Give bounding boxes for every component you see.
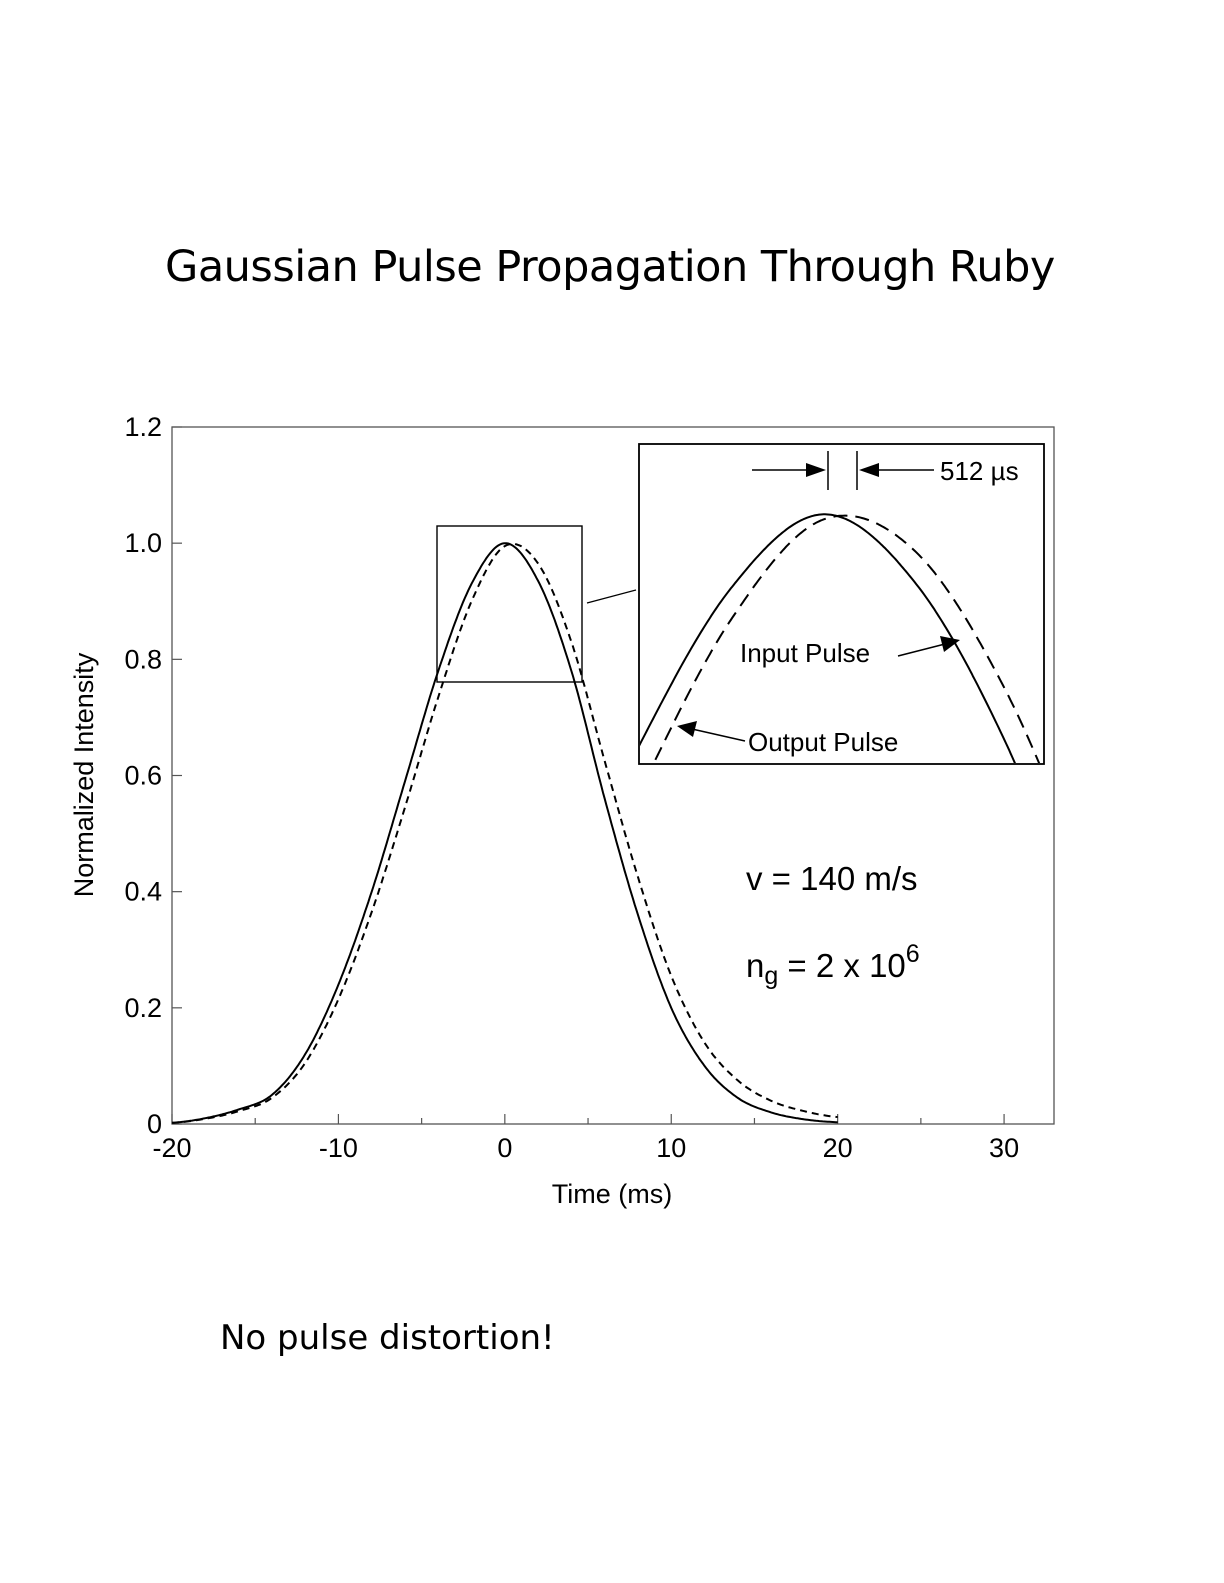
- delay-label: 512 µs: [940, 456, 1019, 486]
- x-tick-label: -10: [319, 1133, 358, 1163]
- y-tick-label: 0.6: [124, 761, 162, 791]
- group-index-subscript: g: [764, 962, 778, 990]
- y-ticks: 0 0.2 0.4 0.6 0.8 1.0 1.2: [124, 412, 182, 1139]
- output-pulse-label: Output Pulse: [748, 727, 898, 757]
- input-pulse-label: Input Pulse: [740, 638, 870, 668]
- group-index-n: n: [746, 947, 764, 984]
- y-tick-label: 0.8: [124, 644, 162, 674]
- x-tick-label: -20: [152, 1133, 191, 1163]
- x-tick-label: 0: [497, 1133, 512, 1163]
- x-tick-label: 10: [656, 1133, 686, 1163]
- output-pulse-pointer-head: [677, 721, 697, 737]
- input-pulse-pointer: [897, 643, 946, 657]
- zoom-region-box: [436, 525, 583, 683]
- y-tick-label: 0.4: [124, 877, 162, 907]
- velocity-annotation: v = 140 m/s: [746, 860, 918, 897]
- output-pulse-line: [171, 542, 838, 1124]
- zoom-connector-line: [586, 589, 637, 604]
- delay-arrowhead-right: [859, 463, 879, 477]
- x-axis-label: Time (ms): [552, 1179, 672, 1209]
- y-axis-label: Normalized Intensity: [69, 652, 99, 897]
- y-tick-label: 0.2: [124, 993, 162, 1023]
- input-pulse-pointer-head: [940, 636, 960, 652]
- input-pulse-line: [171, 542, 838, 1124]
- inset-frame: [638, 443, 1045, 765]
- footer-note: No pulse distortion!: [220, 1318, 555, 1358]
- output-pulse-pointer: [691, 728, 746, 742]
- inset-output-pulse-line: [652, 514, 1041, 763]
- x-tick-label: 30: [989, 1133, 1019, 1163]
- y-tick-label: 0: [147, 1109, 162, 1139]
- y-tick-label: 1.2: [124, 412, 162, 442]
- group-index-annotation: ng = 2 x 106: [746, 940, 920, 990]
- inset-input-pulse-line: [640, 513, 1016, 763]
- group-index-value: = 2 x 10: [778, 947, 906, 984]
- y-tick-label: 1.0: [124, 528, 162, 558]
- x-ticks: -20 -10 0 10 20 30: [152, 1114, 1019, 1163]
- group-index-exponent: 6: [906, 940, 920, 968]
- x-tick-label: 20: [823, 1133, 853, 1163]
- delay-arrowhead-left: [806, 463, 826, 477]
- slide-title: Gaussian Pulse Propagation Through Ruby: [165, 242, 1055, 292]
